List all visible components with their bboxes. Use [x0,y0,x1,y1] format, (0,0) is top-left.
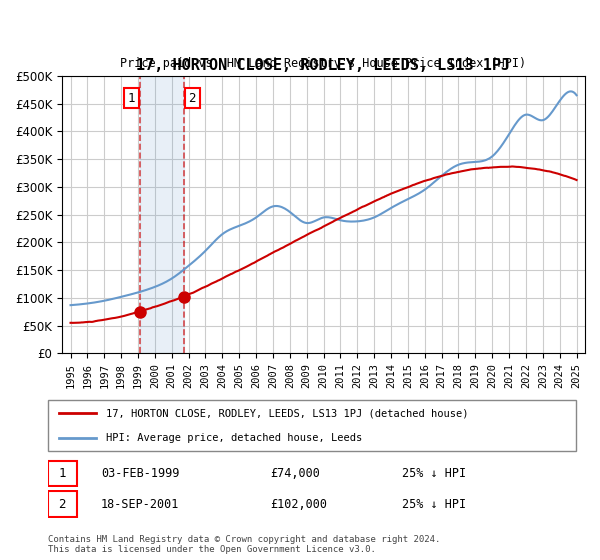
Text: 25% ↓ HPI: 25% ↓ HPI [402,466,466,480]
FancyBboxPatch shape [48,460,77,486]
Text: 03-FEB-1999: 03-FEB-1999 [101,466,179,480]
Bar [140,76,184,353]
Text: £74,000: £74,000 [270,466,320,480]
Text: HPI: Average price, detached house, Leeds: HPI: Average price, detached house, Leed… [106,433,362,443]
Text: Contains HM Land Registry data © Crown copyright and database right 2024.
This d: Contains HM Land Registry data © Crown c… [48,535,440,554]
FancyBboxPatch shape [48,400,576,451]
Text: 17, HORTON CLOSE, RODLEY, LEEDS, LS13 1PJ (detached house): 17, HORTON CLOSE, RODLEY, LEEDS, LS13 1P… [106,408,469,418]
Text: 2: 2 [188,91,196,105]
Title: 17, HORTON CLOSE, RODLEY, LEEDS, LS13 1PJ: 17, HORTON CLOSE, RODLEY, LEEDS, LS13 1P… [136,58,511,73]
Text: 2: 2 [59,497,66,511]
Text: £102,000: £102,000 [270,497,327,511]
Text: 1: 1 [127,91,135,105]
Text: 25% ↓ HPI: 25% ↓ HPI [402,497,466,511]
Text: Price paid vs. HM Land Registry's House Price Index (HPI): Price paid vs. HM Land Registry's House … [121,57,527,70]
Text: 18-SEP-2001: 18-SEP-2001 [101,497,179,511]
FancyBboxPatch shape [48,492,77,516]
Text: 1: 1 [59,466,66,480]
